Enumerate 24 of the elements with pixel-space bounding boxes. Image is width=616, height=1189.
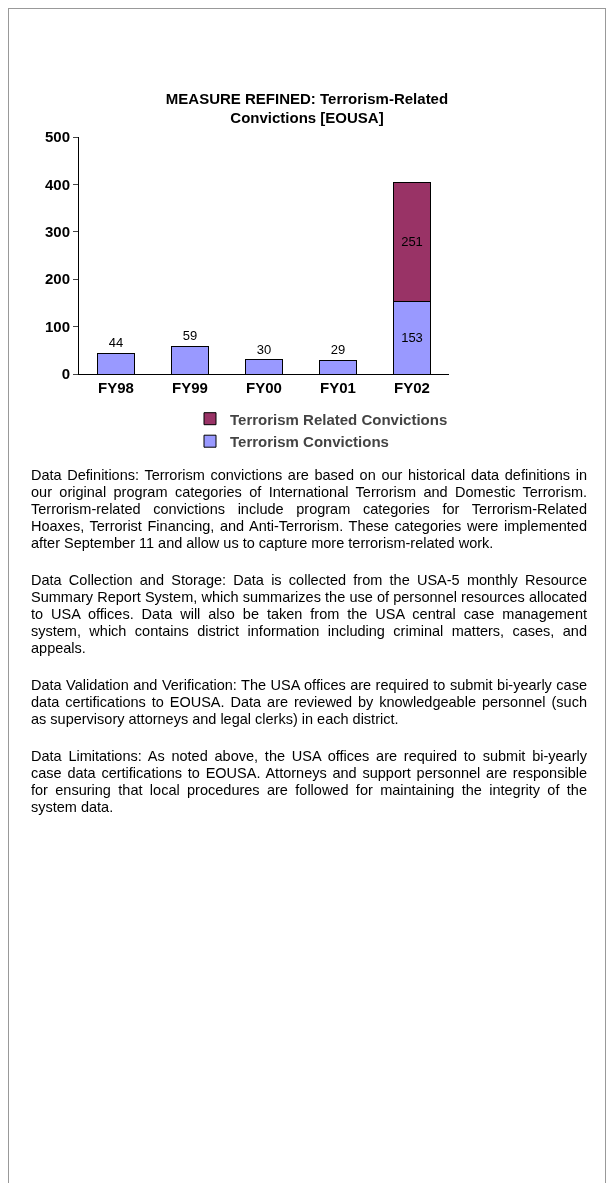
y-tick-label: 100 [44, 317, 70, 335]
x-tick-label: FY98 [98, 379, 134, 396]
text: Data Collection and Storage: Data is collected from the USA-5 monthly Resource Summary Report System, which summarizes the use of personnel resources allocated to USA offices. Data will also be taken from the USA central case management system, which contains district information including criminal matters, cases, and appeals. [31, 572, 587, 657]
x-tick-label: FY01 [320, 379, 356, 396]
data-label: 153 [401, 330, 423, 346]
y-tick-label: 400 [44, 175, 70, 193]
y-tick-label: 500 [44, 128, 70, 146]
data-label: 59 [182, 328, 198, 344]
legend-label: Terrorism Convictions [230, 433, 389, 451]
text: Data Validation and Verification: The USA offices are required to submit bi-yearly case data certifications to EOUSA. Data are reviewed by knowledgeable personnel (such as supervisory attorneys and legal clerks) in each district. [31, 677, 587, 728]
x-tick-label: FY02 [394, 379, 430, 396]
legend-label: Terrorism Related Convictions [230, 410, 448, 428]
chart-title: MEASURE REFINED: Terrorism-Related Convictions [EOUSA] [164, 89, 450, 127]
text: Data Definitions: Terrorism convictions are based on our historical data definitions in our original program categories of International Terrorism and Domestic Terrorism. Terrorism-related convictions include program categories for Terrorism-Related Hoaxes, Terrorist Financing, and Anti-Terrorism. These categories were implemented after September 11 and allow us to capture more terrorism-related work. [31, 467, 587, 552]
data-label: 44 [108, 335, 124, 351]
x-tick-label: FY99 [172, 379, 208, 396]
data-label: 29 [330, 342, 346, 358]
y-tick-label: 200 [44, 270, 70, 288]
data-label: 251 [401, 234, 423, 250]
y-tick-label: 300 [44, 223, 70, 241]
text: Data Limitations: As noted above, the USA offices are required to submit bi-yearly case data certifications to EOUSA. Attorneys and support personnel are responsible for ensuring that local procedures are followed for maintaining the integrity of the system data. [31, 748, 587, 816]
data-label: 30 [256, 341, 272, 357]
y-tick-label: 0 [61, 365, 70, 383]
x-tick-label: FY00 [246, 379, 282, 396]
